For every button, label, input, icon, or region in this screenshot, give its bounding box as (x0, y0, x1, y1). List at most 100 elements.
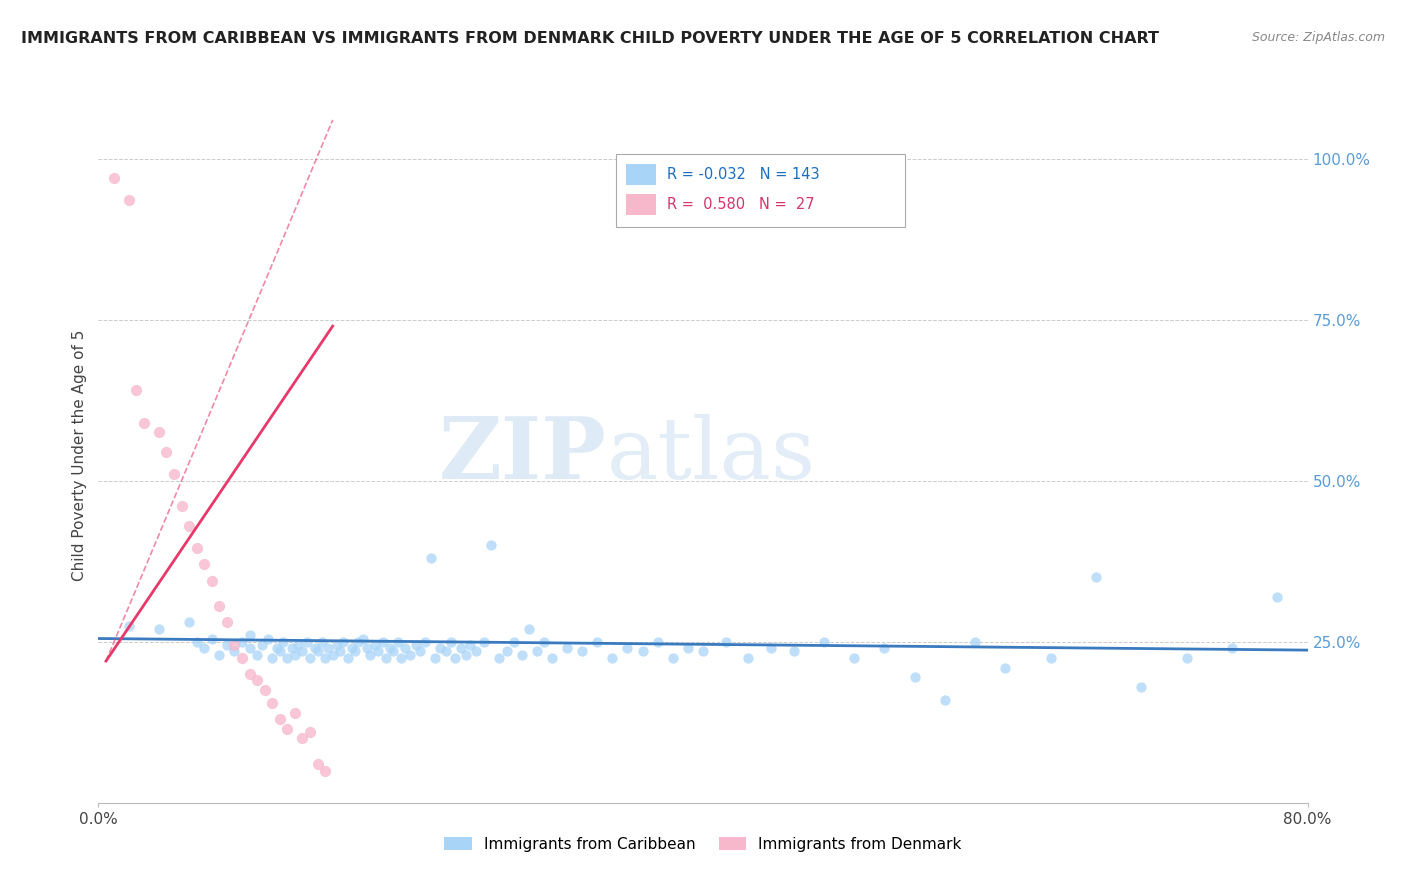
Point (295, 634, 318, 648)
Point (465, 644, 488, 658)
Point (394, 641, 416, 656)
Point (314, 651, 336, 665)
Point (387, 634, 409, 648)
Point (555, 641, 578, 656)
Point (352, 632, 374, 646)
Point (314, 764, 336, 778)
Point (326, 638, 349, 652)
Legend: Immigrants from Caribbean, Immigrants from Denmark: Immigrants from Caribbean, Immigrants fr… (439, 830, 967, 858)
Point (307, 644, 329, 658)
Point (367, 644, 389, 658)
Point (148, 425, 170, 440)
Point (179, 518, 201, 533)
Point (813, 634, 835, 648)
Point (208, 599, 231, 614)
FancyBboxPatch shape (626, 164, 655, 185)
Point (155, 444, 177, 458)
Point (1085, 570, 1108, 584)
Point (336, 651, 359, 665)
Point (994, 660, 1017, 674)
Point (533, 634, 555, 648)
Point (118, 194, 141, 208)
Point (409, 644, 432, 658)
Point (356, 641, 378, 656)
Text: atlas: atlas (606, 413, 815, 497)
Point (250, 638, 273, 652)
Point (444, 651, 467, 665)
Point (488, 651, 510, 665)
Point (759, 641, 782, 656)
Point (118, 618, 141, 632)
Point (571, 644, 593, 658)
Point (329, 644, 352, 658)
Point (271, 634, 294, 648)
Point (170, 500, 193, 514)
Point (262, 651, 284, 665)
Point (1175, 651, 1198, 665)
Point (526, 644, 548, 658)
Point (256, 632, 278, 646)
Point (276, 651, 298, 665)
Point (231, 634, 253, 648)
Point (269, 644, 291, 658)
Point (631, 644, 654, 658)
Point (389, 651, 412, 665)
Point (215, 638, 238, 652)
Point (676, 641, 699, 656)
Point (364, 638, 387, 652)
Point (540, 651, 562, 665)
Point (481, 538, 503, 552)
Point (1220, 641, 1243, 656)
Point (291, 731, 314, 746)
FancyBboxPatch shape (626, 194, 655, 215)
Point (316, 641, 339, 656)
Point (208, 648, 231, 662)
Point (405, 638, 427, 652)
Point (434, 644, 457, 658)
Point (253, 683, 276, 698)
Point (231, 651, 253, 665)
Text: IMMIGRANTS FROM CARIBBEAN VS IMMIGRANTS FROM DENMARK CHILD POVERTY UNDER THE AGE: IMMIGRANTS FROM CARIBBEAN VS IMMIGRANTS … (21, 31, 1159, 46)
Point (239, 667, 262, 681)
Point (266, 641, 288, 656)
Point (299, 725, 322, 739)
Point (586, 634, 609, 648)
Point (360, 648, 382, 662)
Point (332, 634, 354, 648)
Point (714, 634, 737, 648)
Point (398, 648, 420, 662)
Point (934, 692, 956, 706)
Point (193, 558, 215, 572)
Point (965, 634, 987, 648)
Point (429, 641, 451, 656)
Point (284, 706, 307, 720)
Point (186, 634, 208, 648)
Point (224, 638, 246, 652)
Point (193, 641, 215, 656)
Point (262, 696, 284, 710)
Point (246, 673, 269, 688)
Point (311, 634, 333, 648)
FancyBboxPatch shape (616, 154, 905, 227)
Point (347, 634, 370, 648)
Point (647, 634, 669, 648)
Point (344, 644, 367, 658)
Point (425, 651, 447, 665)
Point (413, 634, 436, 648)
Point (873, 641, 896, 656)
Point (287, 638, 309, 652)
Point (239, 628, 262, 642)
Point (783, 644, 806, 658)
Point (276, 722, 298, 736)
Point (454, 648, 477, 662)
Text: R =  0.580   N =  27: R = 0.580 N = 27 (666, 197, 814, 212)
Point (450, 641, 472, 656)
Point (382, 644, 405, 658)
Point (661, 651, 683, 665)
Point (616, 641, 638, 656)
Point (495, 644, 517, 658)
Point (378, 641, 401, 656)
Point (291, 644, 314, 658)
Text: Source: ZipAtlas.com: Source: ZipAtlas.com (1251, 31, 1385, 45)
Point (439, 634, 461, 648)
